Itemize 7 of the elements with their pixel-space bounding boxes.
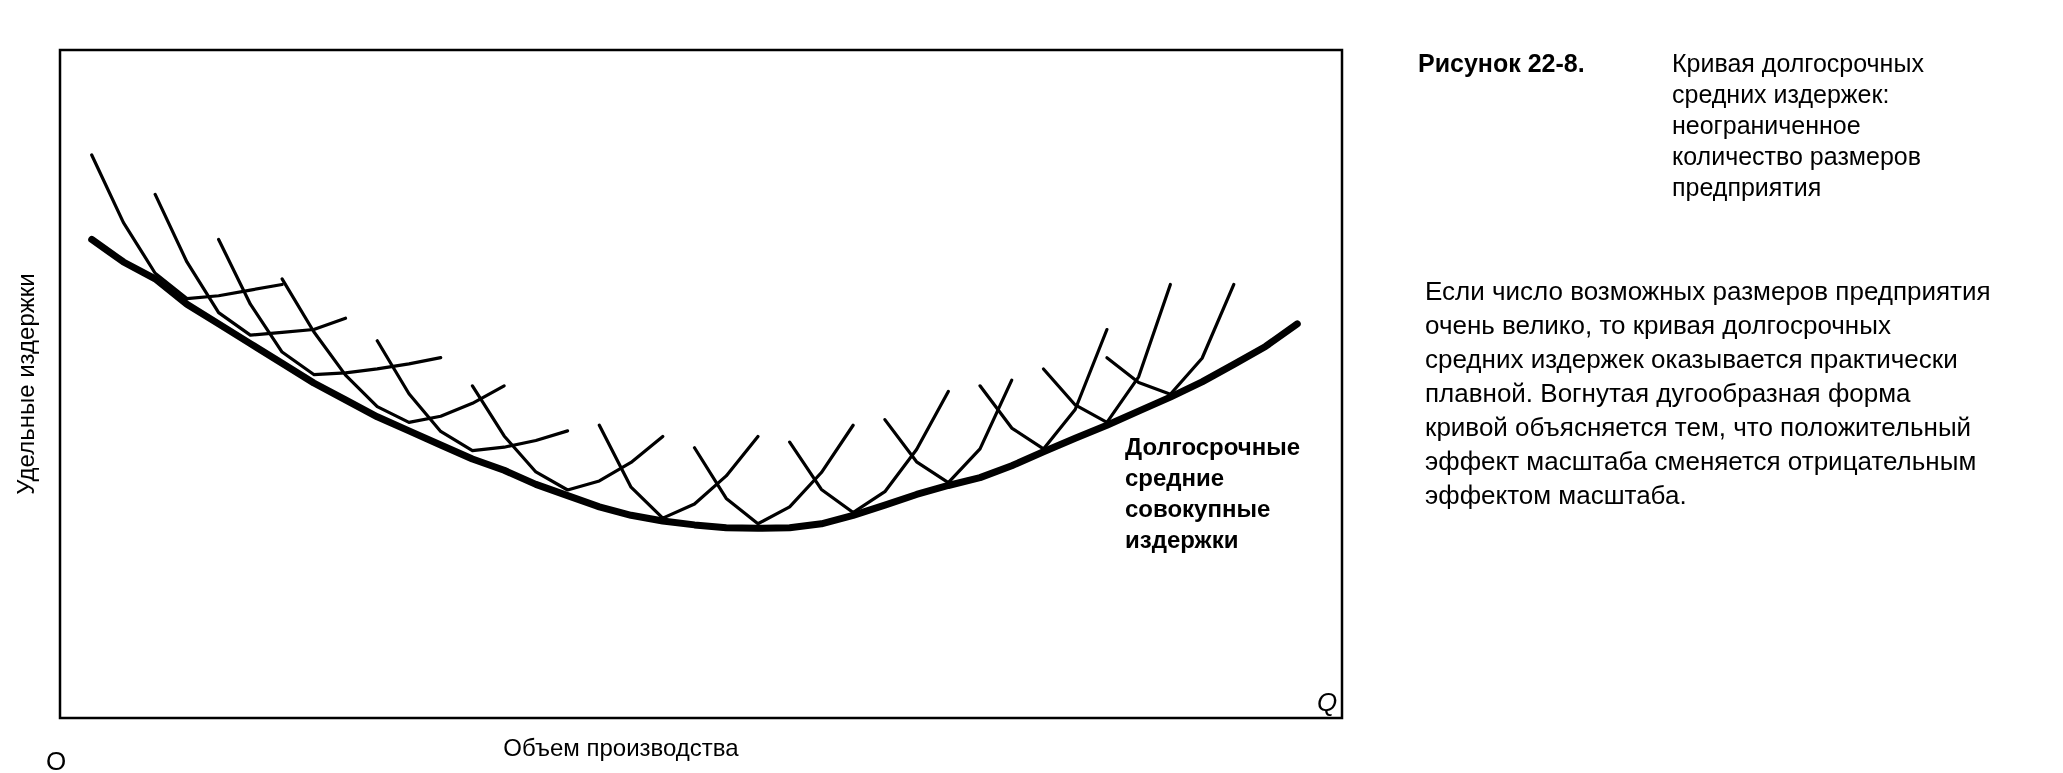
text: O bbox=[45, 746, 67, 773]
chart-title: Рисунок 22-8. Кривая долгосрочных средних издержек: неограниченное количество размеров предприятия bbox=[1418, 49, 1924, 201]
text: Если число возможных размеров предприятия очень велико, то кривая долгосрочных средних издержек оказывается практически плавной. Вогнутая дугообразная форма кривой объясняется тем, что положительный эффект масштаба сменяется отрицательным эффектом масштаба. bbox=[1425, 276, 1991, 510]
annotation: Q bbox=[1316, 687, 1338, 717]
series-label: Долгосрочные средние совокупные издержки bbox=[1125, 433, 1301, 553]
x-axis-title: Объем производства bbox=[503, 734, 740, 761]
y-axis-title: Удельные издержки bbox=[12, 273, 39, 495]
